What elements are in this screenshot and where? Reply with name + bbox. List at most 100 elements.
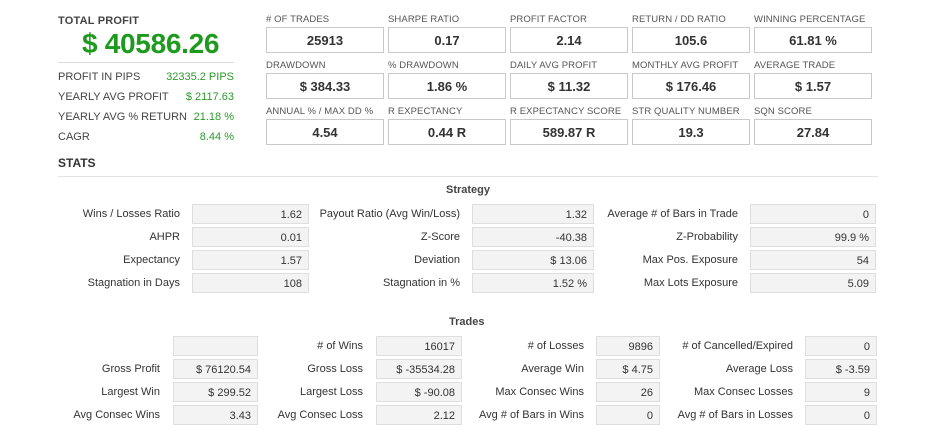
- cagr-value: 8.44 %: [199, 131, 234, 143]
- wins-losses-ratio-value: 1.62: [192, 204, 309, 224]
- profit-in-pips-row: PROFIT IN PIPS 32335.2 PIPS: [58, 68, 234, 86]
- gross-profit-label: Gross Profit: [101, 363, 160, 375]
- num-losses-label: # of Losses: [527, 340, 584, 352]
- metric-label: AVERAGE TRADE: [754, 60, 836, 71]
- avg-bars-in-wins-value: 0: [596, 405, 660, 425]
- expectancy-label: Expectancy: [123, 254, 180, 266]
- largest-win-label: Largest Win: [101, 386, 160, 398]
- metric-label: STR QUALITY NUMBER: [632, 106, 740, 117]
- num-cancelled-value: 0: [805, 336, 877, 356]
- avg-consec-wins-label: Avg Consec Wins: [73, 409, 160, 421]
- metric-value: 0.17: [388, 27, 506, 53]
- max-consec-losses-value: 9: [805, 382, 877, 402]
- deviation-label: Deviation: [414, 254, 460, 266]
- largest-win-value: $ 299.52: [173, 382, 258, 402]
- metric-return-dd-ratio: RETURN / DD RATIO 105.6: [632, 14, 750, 53]
- metric-value: 0.44 R: [388, 119, 506, 145]
- max-lots-exposure-value: 5.09: [750, 273, 876, 293]
- stagnation-days-label: Stagnation in Days: [87, 277, 180, 289]
- metric-average-trade: AVERAGE TRADE $ 1.57: [754, 60, 872, 99]
- yearly-avg-profit-value: $ 2117.63: [185, 91, 234, 103]
- gross-loss-label: Gross Loss: [307, 363, 363, 375]
- trades-blank-cell: [173, 336, 258, 356]
- metric-value: $ 176.46: [632, 73, 750, 99]
- metric-label: SHARPE RATIO: [388, 14, 460, 25]
- yearly-avg-profit-row: YEARLY AVG PROFIT $ 2117.63: [58, 88, 234, 106]
- ahpr-value: 0.01: [192, 227, 309, 247]
- metric-value: 1.86 %: [388, 73, 506, 99]
- metric-value: 589.87 R: [510, 119, 628, 145]
- metric-label: ANNUAL % / MAX DD %: [266, 106, 374, 117]
- metric-drawdown: DRAWDOWN $ 384.33: [266, 60, 384, 99]
- avg-bars-in-trade-value: 0: [750, 204, 876, 224]
- metric-value: $ 11.32: [510, 73, 628, 99]
- metric-label: SQN SCORE: [754, 106, 812, 117]
- metric-value: $ 1.57: [754, 73, 872, 99]
- metric-value: 27.84: [754, 119, 872, 145]
- avg-bars-in-trade-label: Average # of Bars in Trade: [607, 208, 738, 220]
- metric-monthly-avg-profit: MONTHLY AVG PROFIT $ 176.46: [632, 60, 750, 99]
- metric-label: DRAWDOWN: [266, 60, 326, 71]
- num-wins-value: 16017: [376, 336, 462, 356]
- metric-sqn-score: SQN SCORE 27.84: [754, 106, 872, 145]
- max-pos-exposure-label: Max Pos. Exposure: [642, 254, 738, 266]
- deviation-value: $ 13.06: [472, 250, 594, 270]
- metric-value: 2.14: [510, 27, 628, 53]
- max-consec-wins-value: 26: [596, 382, 660, 402]
- z-probability-label: Z-Probability: [676, 231, 738, 243]
- z-score-value: -40.38: [472, 227, 594, 247]
- cagr-label: CAGR: [58, 131, 90, 143]
- stagnation-days-value: 108: [192, 273, 309, 293]
- avg-consec-wins-value: 3.43: [173, 405, 258, 425]
- max-consec-losses-label: Max Consec Losses: [693, 386, 793, 398]
- yearly-avg-profit-label: YEARLY AVG PROFIT: [58, 91, 169, 103]
- average-loss-value: $ -3.59: [805, 359, 877, 379]
- num-wins-label: # of Wins: [317, 340, 363, 352]
- metric-label: R EXPECTANCY: [388, 106, 463, 117]
- num-losses-value: 9896: [596, 336, 660, 356]
- metric-value: 105.6: [632, 27, 750, 53]
- metric-label: MONTHLY AVG PROFIT: [632, 60, 739, 71]
- metric-daily-avg-profit: DAILY AVG PROFIT $ 11.32: [510, 60, 628, 99]
- metric-label: DAILY AVG PROFIT: [510, 60, 598, 71]
- cagr-row: CAGR 8.44 %: [58, 128, 234, 146]
- z-probability-value: 99.9 %: [750, 227, 876, 247]
- avg-bars-in-wins-label: Avg # of Bars in Wins: [479, 409, 584, 421]
- metric-value: 61.81 %: [754, 27, 872, 53]
- metric-value: 19.3: [632, 119, 750, 145]
- wins-losses-ratio-label: Wins / Losses Ratio: [82, 208, 180, 220]
- profit-in-pips-value: 32335.2 PIPS: [166, 71, 234, 83]
- gross-loss-value: $ -35534.28: [376, 359, 462, 379]
- metric-pct-drawdown: % DRAWDOWN 1.86 %: [388, 60, 506, 99]
- strategy-title: Strategy: [446, 184, 491, 196]
- metric-label: % DRAWDOWN: [388, 60, 459, 71]
- yearly-avg-return-label: YEARLY AVG % RETURN: [58, 111, 187, 123]
- largest-loss-value: $ -90.08: [376, 382, 462, 402]
- stats-divider: [58, 176, 878, 177]
- stagnation-pct-label: Stagnation in %: [382, 277, 460, 289]
- ahpr-label: AHPR: [149, 231, 180, 243]
- max-pos-exposure-value: 54: [750, 250, 876, 270]
- metric-value: 4.54: [266, 119, 384, 145]
- metric-num-trades: # OF TRADES 25913: [266, 14, 384, 53]
- avg-bars-in-losses-label: Avg # of Bars in Losses: [677, 409, 793, 421]
- payout-ratio-value: 1.32: [472, 204, 594, 224]
- stagnation-pct-value: 1.52 %: [472, 273, 594, 293]
- metric-r-expectancy: R EXPECTANCY 0.44 R: [388, 106, 506, 145]
- yearly-avg-return-row: YEARLY AVG % RETURN 21.18 %: [58, 108, 234, 126]
- metric-label: WINNING PERCENTAGE: [754, 14, 866, 25]
- metric-winning-percentage: WINNING PERCENTAGE 61.81 %: [754, 14, 872, 53]
- payout-ratio-label: Payout Ratio (Avg Win/Loss): [319, 208, 460, 220]
- largest-loss-label: Largest Loss: [300, 386, 363, 398]
- avg-consec-loss-value: 2.12: [376, 405, 462, 425]
- metric-str-quality-number: STR QUALITY NUMBER 19.3: [632, 106, 750, 145]
- metric-sharpe-ratio: SHARPE RATIO 0.17: [388, 14, 506, 53]
- total-profit-label: TOTAL PROFIT: [58, 15, 140, 27]
- avg-consec-loss-label: Avg Consec Loss: [277, 409, 363, 421]
- total-profit-divider: [58, 62, 234, 63]
- metric-label: RETURN / DD RATIO: [632, 14, 726, 25]
- yearly-avg-return-value: 21.18 %: [193, 111, 234, 123]
- metric-label: # OF TRADES: [266, 14, 330, 25]
- max-consec-wins-label: Max Consec Wins: [495, 386, 584, 398]
- metric-label: R EXPECTANCY SCORE: [510, 106, 622, 117]
